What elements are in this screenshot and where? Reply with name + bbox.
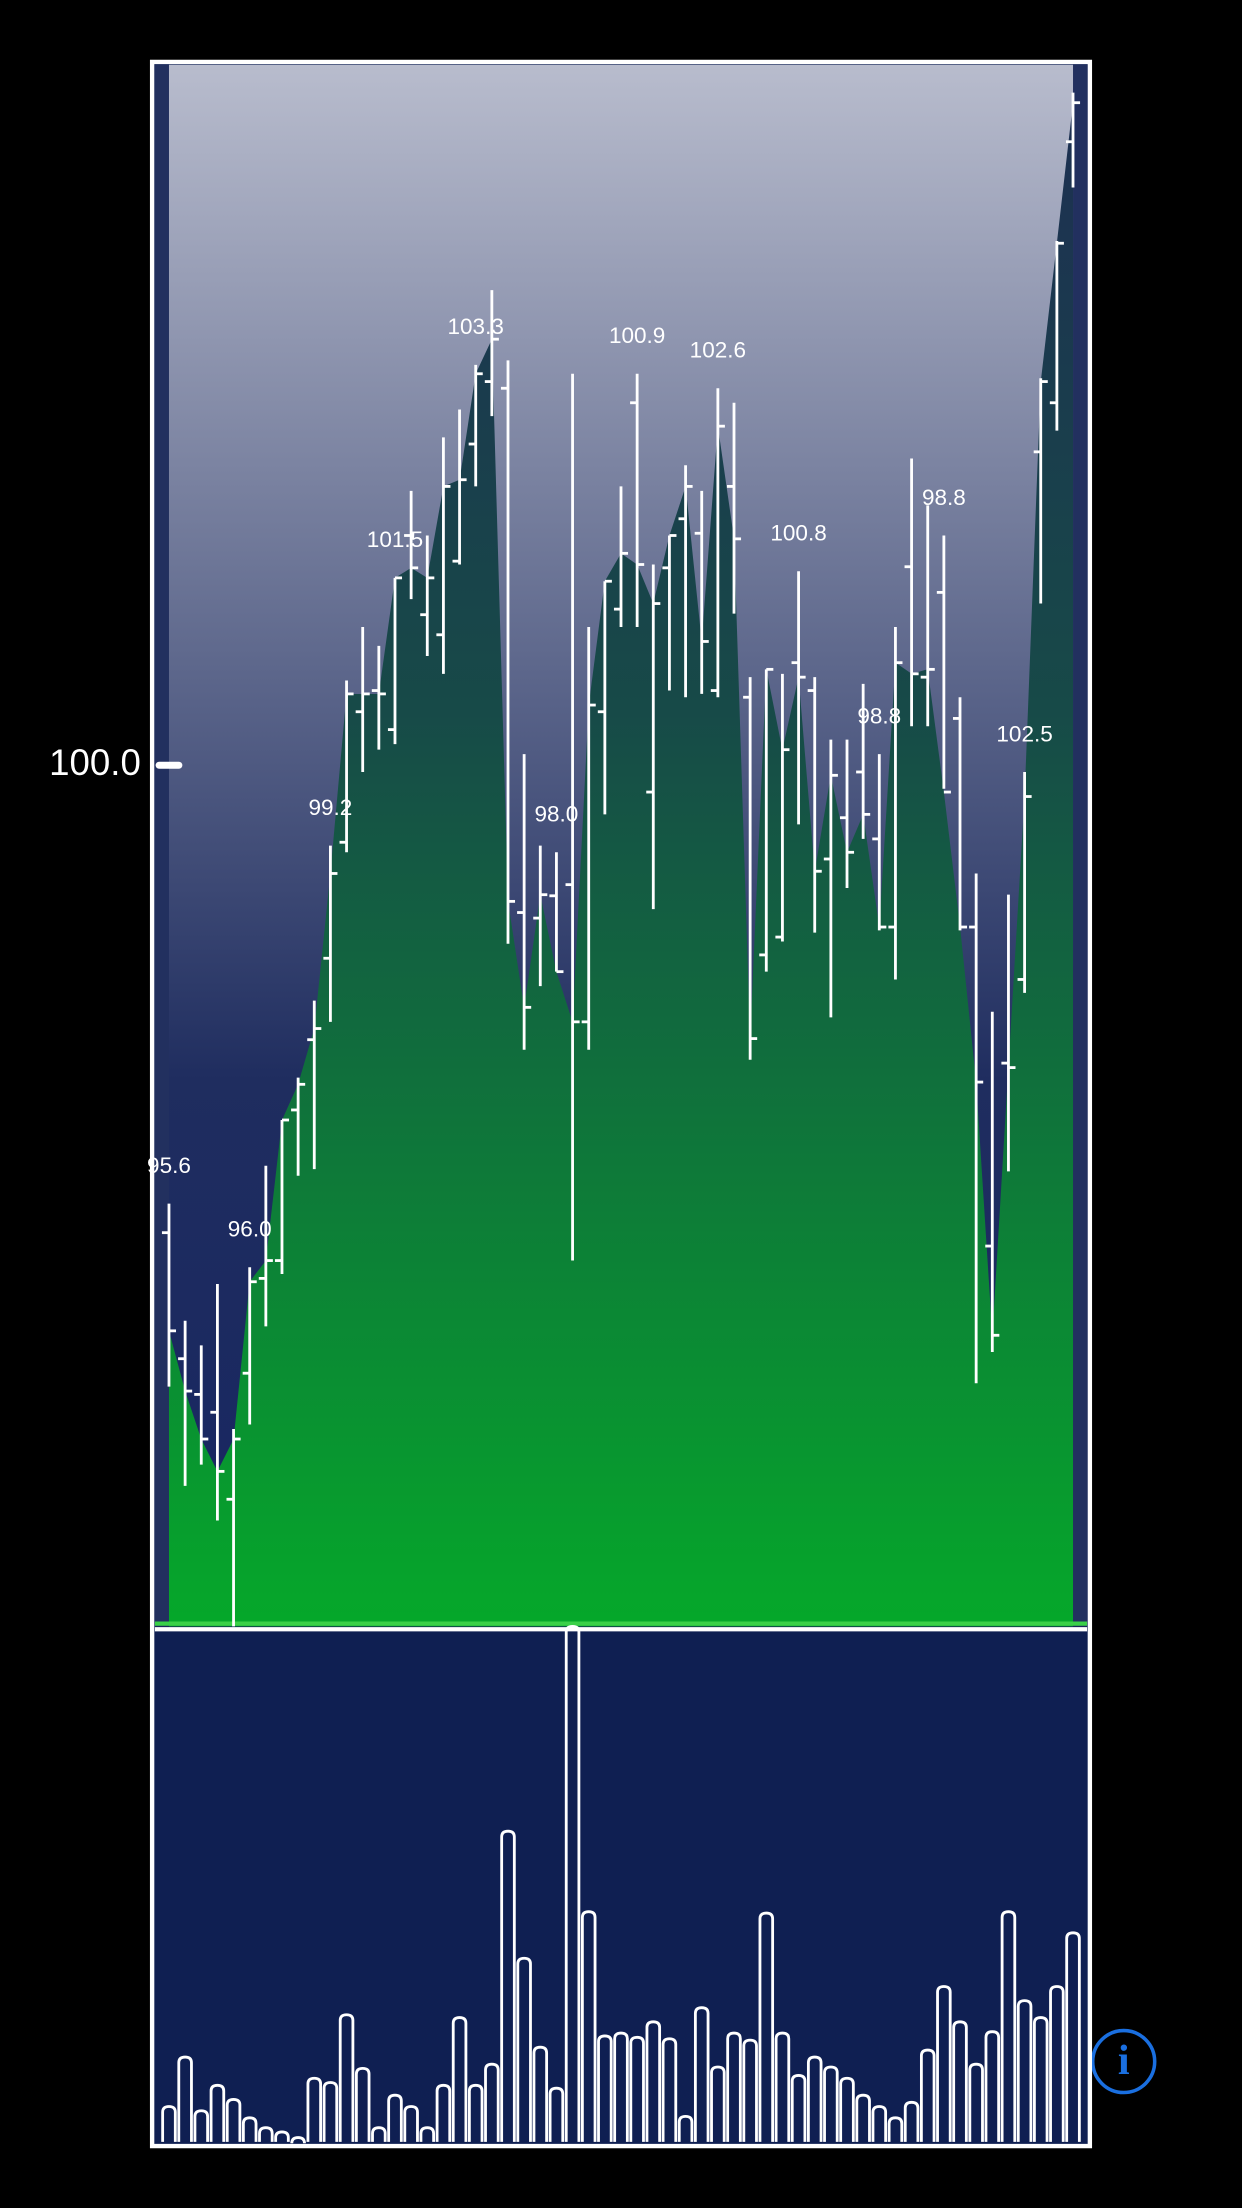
volume-bar (306, 2076, 323, 2142)
volume-bar (274, 2130, 290, 2142)
volume-bar (209, 2083, 226, 2142)
volume-bar (677, 2114, 694, 2142)
volume-bar (855, 2093, 871, 2142)
volume-bar (887, 2116, 904, 2142)
annotation: 98.0 (535, 802, 579, 827)
volume-bar (823, 2065, 839, 2142)
volume-bar (968, 2062, 984, 2142)
volume-bar (984, 2030, 1001, 2142)
volume-bar (693, 2006, 710, 2142)
annotation: 100.8 (770, 521, 826, 546)
volume-bar (484, 2062, 500, 2142)
annotation: 99.2 (309, 795, 353, 820)
volume-bar (952, 2020, 968, 2142)
volume-bar (661, 2037, 678, 2142)
volume-bar (1032, 2016, 1049, 2142)
volume-bar (161, 2105, 177, 2142)
annotation: 98.8 (857, 703, 901, 728)
volume-bar (580, 1910, 597, 2142)
volume-bar (258, 2126, 274, 2142)
volume-bar (903, 2100, 920, 2142)
volume-bar (839, 2076, 855, 2142)
volume-bar (564, 1625, 581, 2142)
volume-bar (451, 2016, 468, 2142)
volume-bar (322, 2081, 339, 2142)
volume-bar (936, 1985, 952, 2142)
volume-bar (419, 2126, 436, 2142)
volume-bar (871, 2105, 888, 2142)
y-tick-label: 100.0 (49, 742, 141, 783)
annotation: 95.6 (147, 1153, 191, 1178)
volume-bar (629, 2035, 645, 2142)
volume-bar (548, 2086, 565, 2142)
annotation: 96.0 (228, 1217, 272, 1242)
close-area (168, 102, 1074, 1627)
volume-bar (1016, 1999, 1033, 2142)
annotation: 100.9 (609, 323, 665, 348)
info-button[interactable]: i (1090, 2028, 1157, 2095)
volume-bar (193, 2109, 210, 2142)
volume-bar (613, 2031, 629, 2142)
volume-bar (371, 2126, 387, 2142)
volume-bar (532, 2045, 549, 2142)
volume-bar (742, 2038, 758, 2142)
volume-bar (387, 2093, 403, 2142)
volume-bar (225, 2098, 242, 2142)
volume-bar (790, 2074, 807, 2142)
volume-bar (241, 2116, 258, 2142)
volume-bar (354, 2066, 371, 2142)
info-circle[interactable] (1090, 2028, 1157, 2095)
volume-bar (758, 1911, 775, 2142)
annotation: 101.5 (367, 527, 423, 552)
volume-bar (403, 2105, 419, 2142)
frame-border (149, 59, 1093, 2149)
volume-bar (467, 2083, 484, 2142)
volume-bar (710, 2065, 726, 2142)
volume-bar (645, 2020, 662, 2142)
annotation: 102.6 (690, 338, 746, 363)
annotation: 98.8 (922, 485, 966, 510)
info-icon[interactable]: i (1118, 2037, 1130, 2084)
volume-bar (1000, 1910, 1017, 2142)
annotation: 103.3 (448, 314, 504, 339)
volume-bar (338, 2013, 355, 2142)
volume-bar (774, 2031, 791, 2142)
volume-bar (290, 2136, 306, 2144)
volume-bar (1065, 1931, 1081, 2142)
volume-bar (919, 2048, 936, 2142)
volume-bar (1049, 1985, 1065, 2142)
volume-bar (726, 2031, 742, 2142)
volume-bar (516, 1956, 532, 2142)
annotation: 102.5 (996, 721, 1052, 746)
volume-bar (500, 1829, 516, 2142)
volume-bar (597, 2034, 613, 2142)
volume-bar (806, 2055, 823, 2142)
volume-bar (177, 2055, 193, 2142)
volume-bar (435, 2083, 452, 2142)
